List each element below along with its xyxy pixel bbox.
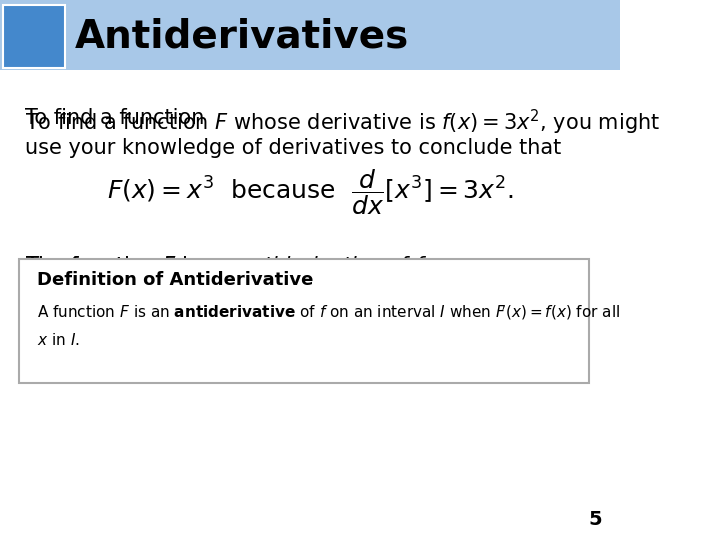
Text: The function $F$ is an: The function $F$ is an <box>24 256 232 276</box>
Text: 5: 5 <box>588 510 602 529</box>
Text: A function $F$ is an $\mathbf{antiderivative}$ of $f$ on an interval $I$ when $F: A function $F$ is an $\mathbf{antideriva… <box>37 303 621 322</box>
Text: To find a function: To find a function <box>24 108 211 128</box>
Text: use your knowledge of derivatives to conclude that: use your knowledge of derivatives to con… <box>24 138 561 158</box>
Text: Definition of Antiderivative: Definition of Antiderivative <box>37 271 314 289</box>
Text: $x$ in $I$.: $x$ in $I$. <box>37 332 80 348</box>
Text: To find a function $F$ whose derivative is $f(x) = 3x^2$, you might: To find a function $F$ whose derivative … <box>24 108 660 137</box>
Text: Antiderivatives: Antiderivatives <box>74 18 409 56</box>
Text: The function $F$ is an $\mathit{antiderivative}$ of $f$ .: The function $F$ is an $\mathit{antideri… <box>24 256 436 276</box>
FancyBboxPatch shape <box>0 0 621 70</box>
FancyBboxPatch shape <box>19 259 590 383</box>
Text: $F(x) = x^3\ \ \mathrm{because}\ \ \dfrac{d}{dx}\left[x^3\right] = 3x^2.$: $F(x) = x^3\ \ \mathrm{because}\ \ \dfra… <box>107 167 513 217</box>
FancyBboxPatch shape <box>3 5 65 68</box>
FancyBboxPatch shape <box>0 0 71 70</box>
